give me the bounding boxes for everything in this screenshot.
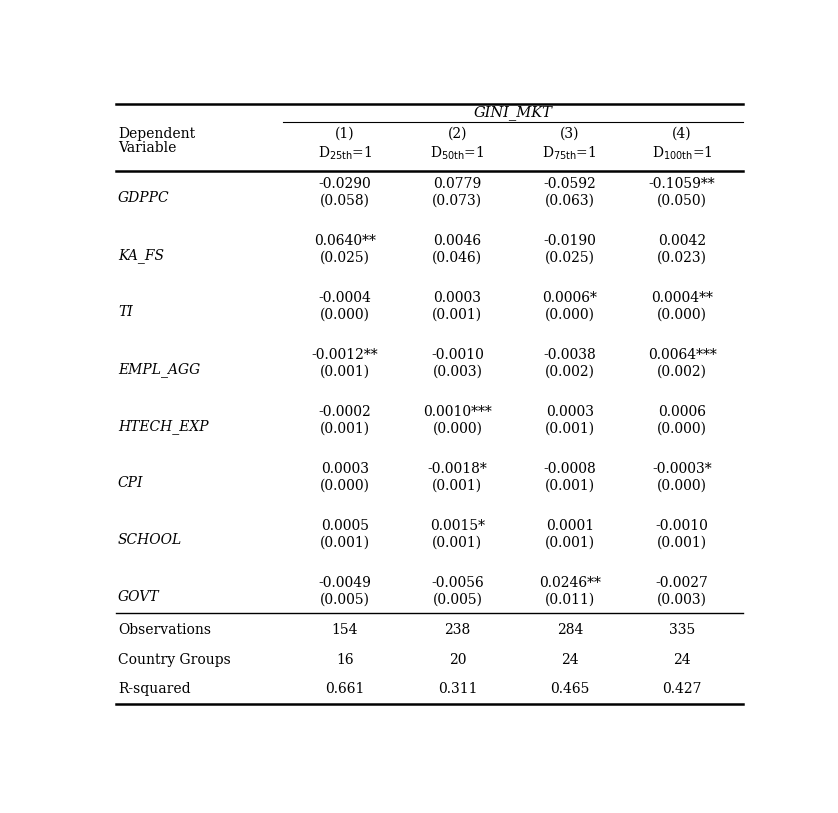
Text: (0.046): (0.046) (432, 250, 483, 265)
Text: -0.0003*: -0.0003* (652, 462, 712, 476)
Text: (0.001): (0.001) (657, 536, 707, 550)
Text: (0.073): (0.073) (432, 193, 483, 208)
Text: -0.0190: -0.0190 (543, 234, 596, 248)
Text: (0.003): (0.003) (432, 365, 483, 379)
Text: (0.001): (0.001) (320, 422, 370, 436)
Text: -0.0010: -0.0010 (431, 348, 484, 362)
Text: (0.011): (0.011) (545, 593, 595, 606)
Text: (0.005): (0.005) (320, 593, 370, 606)
Text: (0.002): (0.002) (657, 365, 707, 379)
Text: Dependent: Dependent (118, 127, 195, 141)
Text: -0.0049: -0.0049 (318, 576, 371, 589)
Text: (0.000): (0.000) (432, 422, 483, 436)
Text: HTECH_EXP: HTECH_EXP (118, 419, 209, 434)
Text: 0.0004**: 0.0004** (651, 291, 713, 305)
Text: (0.025): (0.025) (545, 250, 595, 265)
Text: 0.427: 0.427 (662, 682, 702, 696)
Text: (2): (2) (447, 127, 467, 141)
Text: -0.0012**: -0.0012** (312, 348, 378, 362)
Text: -0.0592: -0.0592 (543, 176, 596, 191)
Text: 0.0064***: 0.0064*** (648, 348, 716, 362)
Text: GDPPC: GDPPC (118, 191, 169, 206)
Text: (0.025): (0.025) (320, 250, 370, 265)
Text: (0.001): (0.001) (545, 422, 595, 436)
Text: Country Groups: Country Groups (118, 653, 230, 667)
Text: (0.001): (0.001) (545, 536, 595, 550)
Text: 0.0001: 0.0001 (546, 519, 594, 533)
Text: CPI: CPI (118, 476, 143, 490)
Text: -0.0056: -0.0056 (431, 576, 484, 589)
Text: (0.000): (0.000) (657, 307, 707, 322)
Text: (0.023): (0.023) (657, 250, 707, 265)
Text: 0.0005: 0.0005 (321, 519, 369, 533)
Text: -0.0027: -0.0027 (655, 576, 709, 589)
Text: GINI_MKT: GINI_MKT (474, 106, 553, 120)
Text: 0.465: 0.465 (550, 682, 589, 696)
Text: 0.0006: 0.0006 (658, 405, 706, 419)
Text: 20: 20 (448, 653, 466, 667)
Text: (0.000): (0.000) (545, 307, 595, 322)
Text: (1): (1) (335, 127, 354, 141)
Text: (0.001): (0.001) (432, 307, 483, 322)
Text: (0.001): (0.001) (432, 479, 483, 493)
Text: (0.001): (0.001) (320, 365, 370, 379)
Text: D$_{75\mathrm{th}}$=1: D$_{75\mathrm{th}}$=1 (542, 144, 597, 162)
Text: (0.000): (0.000) (320, 479, 370, 493)
Text: (0.005): (0.005) (432, 593, 483, 606)
Text: KA_FS: KA_FS (118, 248, 164, 263)
Text: -0.1059**: -0.1059** (649, 176, 716, 191)
Text: 284: 284 (556, 624, 583, 637)
Text: (0.001): (0.001) (320, 536, 370, 550)
Text: Variable: Variable (118, 141, 176, 154)
Text: (0.050): (0.050) (657, 193, 707, 208)
Text: 0.0010***: 0.0010*** (423, 405, 492, 419)
Text: -0.0018*: -0.0018* (427, 462, 487, 476)
Text: (0.000): (0.000) (657, 479, 707, 493)
Text: TI: TI (118, 306, 132, 320)
Text: 0.0006*: 0.0006* (542, 291, 597, 305)
Text: (0.058): (0.058) (320, 193, 370, 208)
Text: 0.0015*: 0.0015* (430, 519, 485, 533)
Text: 154: 154 (332, 624, 359, 637)
Text: -0.0010: -0.0010 (655, 519, 709, 533)
Text: 335: 335 (669, 624, 696, 637)
Text: GOVT: GOVT (118, 590, 159, 604)
Text: 0.311: 0.311 (437, 682, 477, 696)
Text: -0.0008: -0.0008 (543, 462, 596, 476)
Text: (3): (3) (560, 127, 580, 141)
Text: (0.001): (0.001) (545, 479, 595, 493)
Text: 24: 24 (673, 653, 691, 667)
Text: -0.0004: -0.0004 (318, 291, 371, 305)
Text: 0.0003: 0.0003 (321, 462, 369, 476)
Text: -0.0038: -0.0038 (543, 348, 596, 362)
Text: Observations: Observations (118, 624, 211, 637)
Text: (0.000): (0.000) (320, 307, 370, 322)
Text: D$_{100\mathrm{th}}$=1: D$_{100\mathrm{th}}$=1 (652, 144, 712, 162)
Text: EMPL_AGG: EMPL_AGG (118, 362, 200, 376)
Text: (0.002): (0.002) (545, 365, 595, 379)
Text: -0.0290: -0.0290 (318, 176, 371, 191)
Text: 0.0042: 0.0042 (658, 234, 706, 248)
Text: 0.0779: 0.0779 (433, 176, 482, 191)
Text: 24: 24 (561, 653, 578, 667)
Text: 0.0003: 0.0003 (433, 291, 481, 305)
Text: -0.0002: -0.0002 (318, 405, 371, 419)
Text: (0.000): (0.000) (657, 422, 707, 436)
Text: D$_{25\mathrm{th}}$=1: D$_{25\mathrm{th}}$=1 (318, 144, 372, 162)
Text: SCHOOL: SCHOOL (118, 533, 182, 547)
Text: 0.0246**: 0.0246** (539, 576, 601, 589)
Text: (4): (4) (672, 127, 692, 141)
Text: 16: 16 (336, 653, 354, 667)
Text: 0.661: 0.661 (325, 682, 365, 696)
Text: 0.0003: 0.0003 (546, 405, 594, 419)
Text: 0.0640**: 0.0640** (314, 234, 376, 248)
Text: 0.0046: 0.0046 (433, 234, 482, 248)
Text: (0.063): (0.063) (545, 193, 595, 208)
Text: D$_{50\mathrm{th}}$=1: D$_{50\mathrm{th}}$=1 (430, 144, 484, 162)
Text: (0.003): (0.003) (657, 593, 707, 606)
Text: R-squared: R-squared (118, 682, 190, 696)
Text: (0.001): (0.001) (432, 536, 483, 550)
Text: 238: 238 (444, 624, 470, 637)
